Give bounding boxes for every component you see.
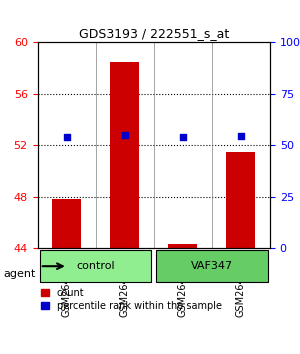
Text: VAF347: VAF347 [191,261,233,271]
Text: control: control [76,261,115,271]
Title: GDS3193 / 222551_s_at: GDS3193 / 222551_s_at [79,27,229,40]
Bar [110,62,139,248]
Bar [52,199,81,248]
Bar [168,244,197,248]
Point [122,132,127,138]
Legend: count, percentile rank within the sample: count, percentile rank within the sample [38,284,226,315]
Text: agent: agent [3,269,35,279]
Point [238,133,243,139]
FancyBboxPatch shape [40,250,152,282]
Point [180,134,185,140]
Bar [226,152,256,248]
FancyBboxPatch shape [156,250,268,282]
Point [64,134,69,139]
